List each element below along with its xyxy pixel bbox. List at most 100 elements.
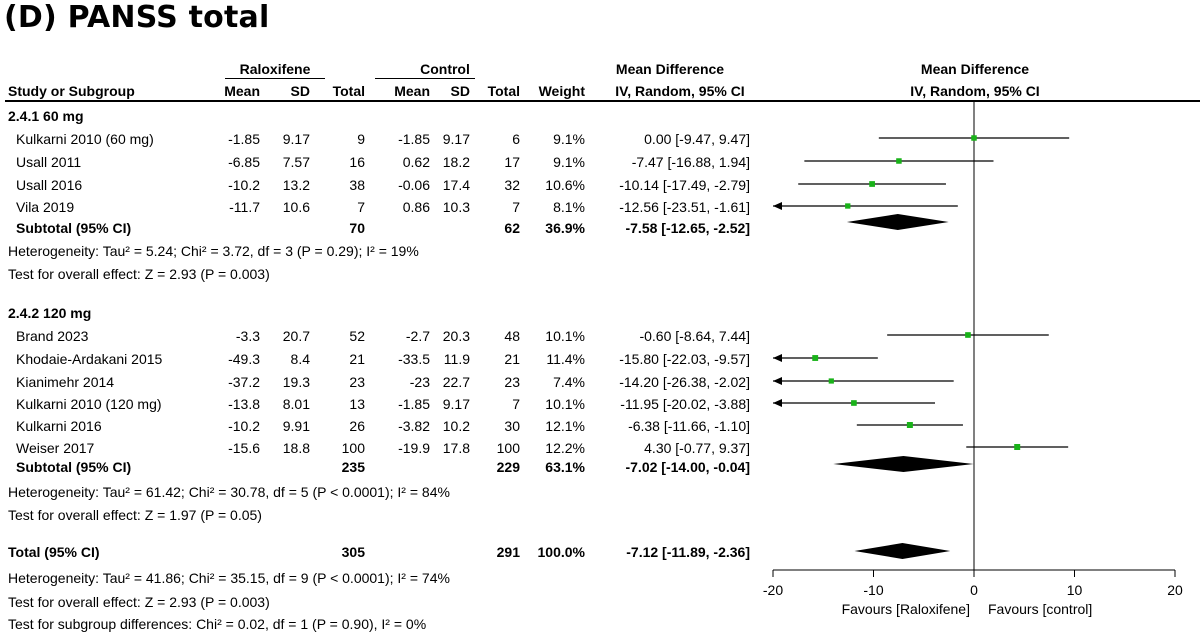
- total-n-1: 305: [341, 544, 365, 560]
- header-control: Control: [420, 61, 470, 77]
- mean-2: -1.85: [398, 396, 430, 412]
- study-effect-marker: [1014, 444, 1021, 450]
- mean-1: -6.85: [228, 154, 260, 170]
- mean-1: -13.8: [228, 396, 260, 412]
- header-mean-2: Mean: [394, 83, 430, 99]
- ci-arrow: [773, 354, 782, 362]
- mean-difference-ci: 4.30 [-0.77, 9.37]: [644, 440, 750, 456]
- total-weight: 100.0%: [537, 544, 585, 560]
- mean-difference-ci: -12.56 [-23.51, -1.61]: [619, 199, 750, 215]
- subtotal-weight: 36.9%: [545, 220, 585, 236]
- subgroup-label: 2.4.2 120 mg: [8, 305, 92, 321]
- total-1: 38: [349, 177, 365, 193]
- pooled-effect-diamond: [833, 456, 974, 472]
- heterogeneity-text: Heterogeneity: Tau² = 61.42; Chi² = 30.7…: [8, 484, 450, 500]
- subtotal-weight: 63.1%: [545, 459, 585, 475]
- sd-2: 22.7: [442, 374, 470, 390]
- mean-2: 0.86: [402, 199, 430, 215]
- mean-1: -37.2: [228, 374, 260, 390]
- header-rule-control: [375, 78, 475, 79]
- total-1: 52: [349, 328, 365, 344]
- sd-1: 9.17: [282, 131, 310, 147]
- study-name: Usall 2016: [16, 177, 83, 193]
- study-effect-marker: [828, 378, 834, 384]
- mean-1: -10.2: [228, 418, 260, 434]
- pooled-effect-diamond: [854, 543, 951, 559]
- ci-arrow: [773, 399, 782, 407]
- subtotal-ci: -7.58 [-12.65, -2.52]: [625, 220, 750, 236]
- mean-difference-ci: -7.47 [-16.88, 1.94]: [631, 154, 750, 170]
- total-1: 7: [357, 199, 365, 215]
- subtotal-ci: -7.02 [-14.00, -0.04]: [625, 459, 750, 475]
- weight: 10.6%: [545, 177, 585, 193]
- sd-1: 9.91: [282, 418, 310, 434]
- overall-effect-text: Test for overall effect: Z = 1.97 (P = 0…: [8, 507, 262, 523]
- overall-effect-text: Test for overall effect: Z = 2.93 (P = 0…: [8, 266, 270, 282]
- study-effect-marker: [906, 422, 913, 428]
- mean-difference-ci: 0.00 [-9.47, 9.47]: [644, 131, 750, 147]
- sd-1: 7.57: [282, 154, 310, 170]
- sd-2: 20.3: [442, 328, 470, 344]
- total-2: 21: [504, 351, 520, 367]
- study-name: Kulkarni 2016: [16, 418, 102, 434]
- ci-arrow: [773, 202, 782, 210]
- total-2: 7: [512, 396, 520, 412]
- header-study: Study or Subgroup: [8, 83, 135, 99]
- total-label: Total (95% CI): [8, 544, 100, 560]
- total-ci: -7.12 [-11.89, -2.36]: [626, 544, 750, 560]
- weight: 10.1%: [545, 396, 585, 412]
- mean-2: 0.62: [402, 154, 430, 170]
- sd-1: 8.4: [290, 351, 310, 367]
- total-1: 21: [349, 351, 365, 367]
- study-name: Brand 2023: [16, 328, 89, 344]
- total-1: 16: [349, 154, 365, 170]
- subtotal-total-2: 62: [504, 220, 520, 236]
- mean-2: -0.06: [398, 177, 430, 193]
- header-plot-mean-difference: Mean Difference: [920, 61, 1030, 77]
- subtotal-total-2: 229: [496, 459, 520, 475]
- weight: 8.1%: [553, 199, 585, 215]
- mean-1: -11.7: [229, 199, 260, 215]
- header-mean-1: Mean: [224, 83, 260, 99]
- subgroup-label: 2.4.1 60 mg: [8, 108, 84, 124]
- total-2: 30: [504, 418, 520, 434]
- ci-arrow: [773, 377, 782, 385]
- study-name: Usall 2011: [16, 154, 82, 170]
- header-weight: Weight: [538, 83, 585, 99]
- study-effect-marker: [971, 135, 977, 141]
- study-effect-marker: [845, 203, 851, 209]
- study-effect-marker: [965, 332, 971, 338]
- sd-2: 18.2: [442, 154, 470, 170]
- figure-title: (D) PANSS total: [4, 0, 270, 35]
- total-1: 23: [349, 374, 365, 390]
- sd-1: 13.2: [282, 177, 310, 193]
- study-name: Kulkarni 2010 (60 mg): [16, 131, 154, 147]
- study-effect-marker: [851, 400, 857, 406]
- weight: 7.4%: [553, 374, 585, 390]
- study-effect-marker: [812, 355, 819, 361]
- sd-1: 18.8: [282, 440, 310, 456]
- mean-difference-ci: -14.20 [-26.38, -2.02]: [619, 374, 750, 390]
- total-heterogeneity-text: Heterogeneity: Tau² = 41.86; Chi² = 35.1…: [8, 570, 450, 586]
- header-rule-raloxifene: [225, 78, 325, 79]
- total-1: 26: [349, 418, 365, 434]
- study-effect-marker: [896, 158, 902, 164]
- weight: 12.2%: [545, 440, 585, 456]
- sd-2: 17.4: [442, 177, 470, 193]
- mean-1: -15.6: [228, 440, 260, 456]
- header-total-1: Total: [332, 83, 365, 99]
- header-md-method: IV, Random, 95% CI: [615, 83, 745, 99]
- mean-1: -1.85: [228, 131, 260, 147]
- axis-tick-label: -20: [762, 582, 784, 598]
- sd-2: 11.9: [443, 351, 470, 367]
- weight: 9.1%: [553, 154, 585, 170]
- header-mean-difference: Mean Difference: [615, 61, 725, 77]
- header-sd-2: SD: [450, 83, 470, 99]
- mean-difference-ci: -10.14 [-17.49, -2.79]: [619, 177, 750, 193]
- favours-control-label: Favours [control]: [988, 601, 1093, 617]
- mean-2: -19.9: [398, 440, 430, 456]
- total-2: 17: [504, 154, 520, 170]
- header-plot-method: IV, Random, 95% CI: [910, 83, 1040, 99]
- mean-1: -10.2: [228, 177, 260, 193]
- total-2: 48: [504, 328, 520, 344]
